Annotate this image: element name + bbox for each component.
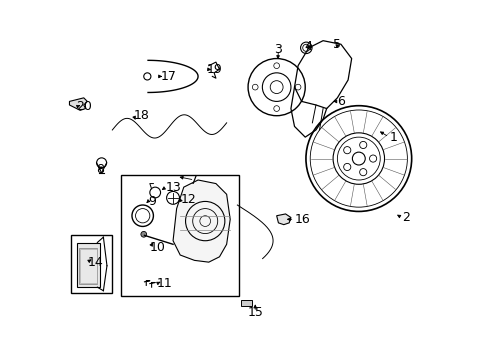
Text: 20: 20 [77,100,92,113]
Text: 16: 16 [294,213,309,226]
Text: 14: 14 [87,256,103,269]
Bar [71,235,112,293]
Text: 6: 6 [337,95,345,108]
Text: 2: 2 [401,211,409,224]
Text: 19: 19 [206,63,223,76]
Text: 10: 10 [149,241,165,255]
Text: 7: 7 [190,174,198,186]
Polygon shape [69,98,87,111]
Circle shape [141,231,146,237]
Text: 11: 11 [157,277,172,290]
Bar [80,248,97,284]
Text: 17: 17 [160,70,176,83]
Text: 8: 8 [96,163,104,176]
Text: 3: 3 [274,43,282,56]
Text: 9: 9 [148,195,156,208]
Bar [121,175,239,296]
Text: 5: 5 [333,38,341,51]
Bar [80,249,97,283]
Polygon shape [173,180,230,262]
Text: 18: 18 [134,109,149,122]
Bar [241,300,251,306]
Text: 13: 13 [165,181,181,194]
Text: 1: 1 [388,131,396,144]
Text: 15: 15 [247,306,263,319]
Polygon shape [77,243,100,287]
Text: 12: 12 [180,193,196,206]
Text: 4: 4 [304,40,312,53]
Polygon shape [276,214,290,225]
